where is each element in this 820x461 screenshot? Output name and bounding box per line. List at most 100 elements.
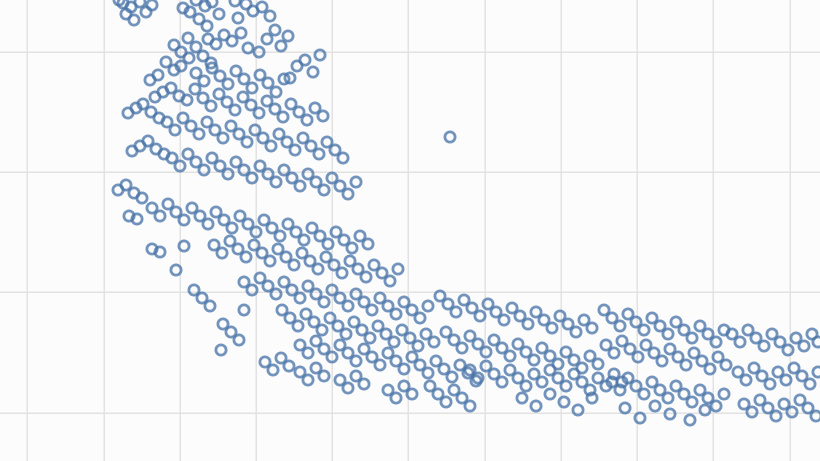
scatter-point[interactable] bbox=[309, 287, 323, 301]
scatter-point[interactable] bbox=[519, 379, 533, 393]
scatter-point[interactable] bbox=[293, 365, 307, 379]
scatter-point[interactable] bbox=[513, 309, 527, 323]
scatter-point[interactable] bbox=[333, 338, 347, 352]
scatter-point[interactable] bbox=[615, 334, 629, 348]
scatter-point[interactable] bbox=[543, 349, 557, 363]
scatter-point[interactable] bbox=[291, 319, 305, 333]
scatter-point[interactable] bbox=[677, 323, 691, 337]
scatter-point[interactable] bbox=[389, 391, 403, 405]
scatter-point[interactable] bbox=[323, 311, 337, 325]
scatter-point[interactable] bbox=[232, 127, 246, 141]
scatter-point[interactable] bbox=[669, 379, 683, 393]
scatter-point[interactable] bbox=[357, 295, 371, 309]
scatter-point[interactable] bbox=[282, 359, 296, 373]
scatter-point[interactable] bbox=[785, 405, 799, 419]
scatter-point[interactable] bbox=[159, 55, 173, 69]
scatter-point[interactable] bbox=[181, 147, 195, 161]
scatter-point[interactable] bbox=[287, 258, 301, 272]
scatter-point[interactable] bbox=[208, 123, 222, 137]
scatter-point[interactable] bbox=[336, 151, 350, 165]
scatter-point[interactable] bbox=[433, 289, 447, 303]
scatter-point[interactable] bbox=[419, 327, 433, 341]
scatter-point[interactable] bbox=[237, 72, 251, 86]
scatter-point[interactable] bbox=[769, 409, 783, 423]
scatter-point[interactable] bbox=[253, 271, 267, 285]
scatter-point[interactable] bbox=[693, 383, 707, 397]
scatter-point[interactable] bbox=[629, 315, 643, 329]
scatter-point[interactable] bbox=[239, 0, 253, 11]
scatter-point[interactable] bbox=[427, 335, 441, 349]
scatter-point[interactable] bbox=[613, 319, 627, 333]
scatter-point[interactable] bbox=[537, 313, 551, 327]
scatter-point[interactable] bbox=[781, 343, 795, 357]
scatter-point[interactable] bbox=[511, 371, 525, 385]
scatter-point[interactable] bbox=[347, 315, 361, 329]
scatter-point[interactable] bbox=[296, 131, 310, 145]
scatter-point[interactable] bbox=[293, 179, 307, 193]
scatter-point[interactable] bbox=[231, 11, 245, 25]
scatter-point[interactable] bbox=[445, 370, 459, 384]
scatter-point[interactable] bbox=[599, 338, 613, 352]
scatter-point[interactable] bbox=[212, 7, 226, 21]
scatter-point[interactable] bbox=[661, 327, 675, 341]
scatter-point[interactable] bbox=[317, 183, 331, 197]
scatter-point[interactable] bbox=[275, 303, 289, 317]
scatter-point[interactable] bbox=[567, 353, 581, 367]
scatter-point[interactable] bbox=[709, 335, 723, 349]
scatter-point[interactable] bbox=[148, 90, 162, 104]
scatter-point[interactable] bbox=[437, 362, 451, 376]
scatter-point[interactable] bbox=[575, 361, 589, 375]
scatter-point[interactable] bbox=[200, 115, 214, 129]
scatter-point[interactable] bbox=[661, 391, 675, 405]
scatter-point[interactable] bbox=[284, 97, 298, 111]
scatter-point[interactable] bbox=[272, 127, 286, 141]
scatter-point[interactable] bbox=[761, 401, 775, 415]
scatter-point[interactable] bbox=[421, 366, 435, 380]
scatter-point[interactable] bbox=[337, 233, 351, 247]
scatter-point[interactable] bbox=[237, 303, 251, 317]
scatter-point[interactable] bbox=[268, 23, 282, 37]
scatter-point[interactable] bbox=[266, 363, 280, 377]
scatter-point[interactable] bbox=[193, 209, 207, 223]
scatter-point[interactable] bbox=[685, 331, 699, 345]
scatter-point[interactable] bbox=[306, 65, 320, 79]
scatter-point[interactable] bbox=[489, 305, 503, 319]
scatter-point[interactable] bbox=[551, 357, 565, 371]
scatter-point[interactable] bbox=[345, 241, 359, 255]
scatter-point[interactable] bbox=[731, 365, 745, 379]
scatter-point[interactable] bbox=[701, 391, 715, 405]
scatter-point[interactable] bbox=[341, 299, 355, 313]
scatter-point[interactable] bbox=[557, 395, 571, 409]
scatter-point[interactable] bbox=[217, 213, 231, 227]
scatter-point[interactable] bbox=[277, 275, 291, 289]
scatter-point[interactable] bbox=[671, 350, 685, 364]
scatter-point[interactable] bbox=[575, 375, 589, 389]
scatter-point[interactable] bbox=[192, 12, 206, 26]
scatter-point[interactable] bbox=[341, 187, 355, 201]
scatter-point[interactable] bbox=[355, 323, 369, 337]
scatter-point[interactable] bbox=[343, 254, 357, 268]
scatter-point[interactable] bbox=[639, 338, 653, 352]
scatter-point[interactable] bbox=[803, 377, 817, 391]
scatter-point[interactable] bbox=[809, 409, 820, 423]
scatter-point[interactable] bbox=[331, 319, 345, 333]
scatter-point[interactable] bbox=[503, 363, 517, 377]
scatter-point[interactable] bbox=[184, 119, 198, 133]
scatter-point[interactable] bbox=[591, 371, 605, 385]
scatter-point[interactable] bbox=[503, 349, 517, 363]
scatter-point[interactable] bbox=[629, 379, 643, 393]
scatter-point[interactable] bbox=[290, 59, 304, 73]
scatter-point[interactable] bbox=[375, 266, 389, 280]
scatter-point[interactable] bbox=[223, 234, 237, 248]
scatter-point[interactable] bbox=[431, 387, 445, 401]
scatter-point[interactable] bbox=[439, 325, 453, 339]
scatter-point[interactable] bbox=[698, 403, 712, 417]
scatter-point[interactable] bbox=[204, 99, 218, 113]
scatter-point[interactable] bbox=[693, 319, 707, 333]
scatter-point[interactable] bbox=[185, 201, 199, 215]
scatter-point[interactable] bbox=[269, 287, 283, 301]
scatter-point[interactable] bbox=[487, 333, 501, 347]
scatter-point[interactable] bbox=[252, 45, 266, 59]
scatter-point[interactable] bbox=[505, 301, 519, 315]
scatter-point[interactable] bbox=[353, 229, 367, 243]
